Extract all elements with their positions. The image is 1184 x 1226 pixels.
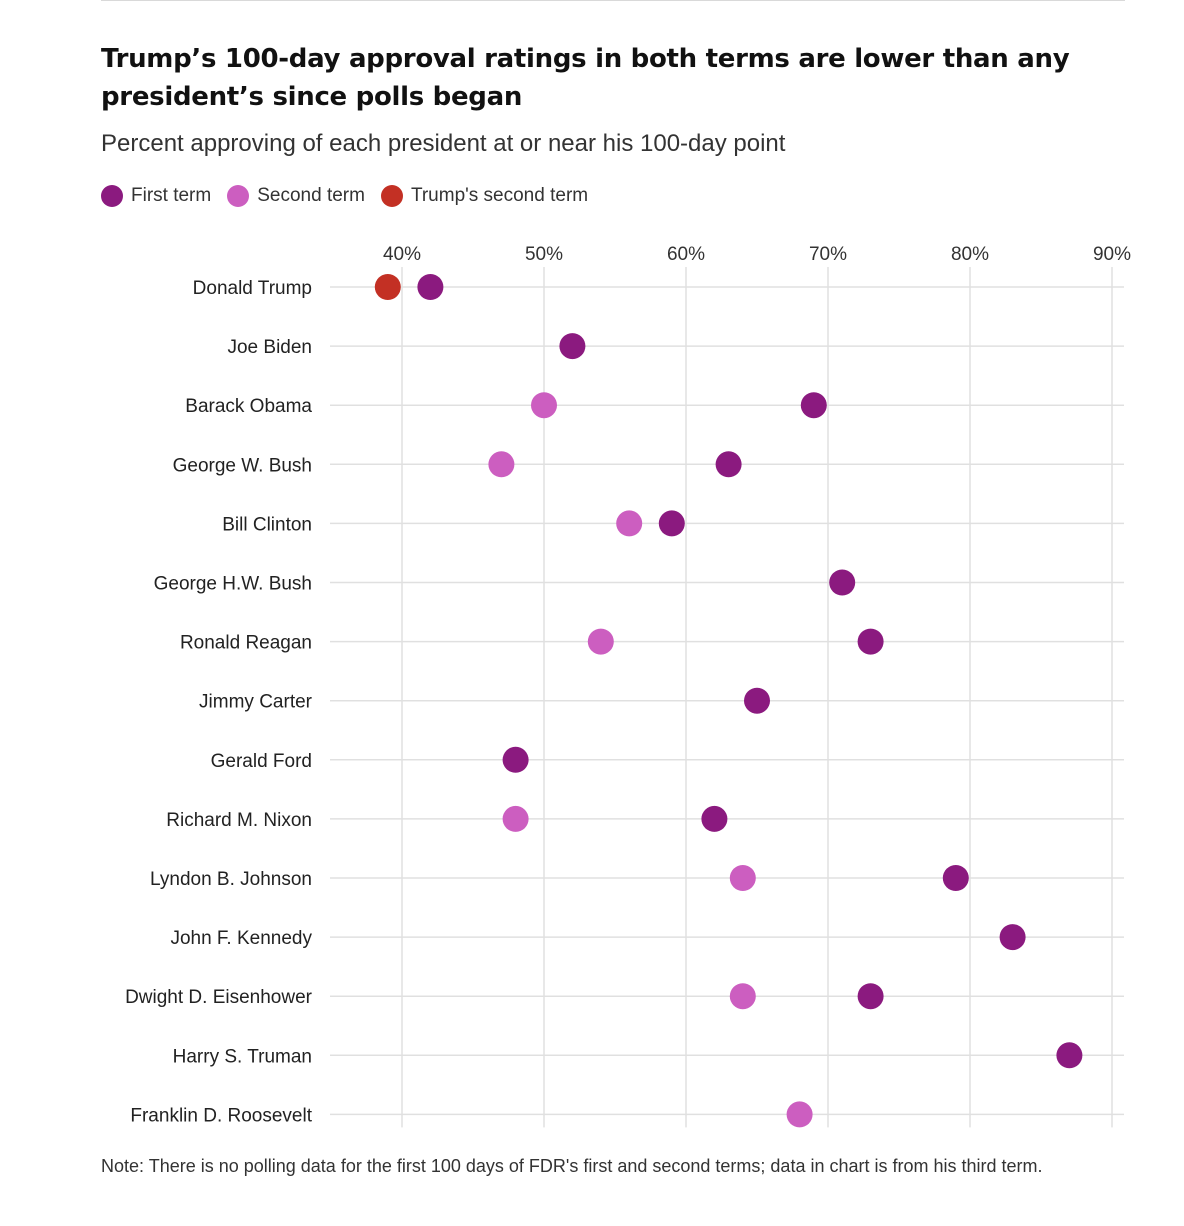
dot-first-term-dwight-d-eisenhower (857, 983, 884, 1010)
row-label-donald-trump: Donald Trump (193, 278, 312, 299)
top-rule (101, 0, 1125, 1)
legend-item-second-term: Second term (227, 185, 365, 207)
legend-item-trump-second-term: Trump's second term (380, 185, 589, 207)
x-tick-label-90: 90% (1093, 244, 1131, 265)
row-label-john-f-kennedy: John F. Kennedy (170, 928, 312, 949)
legend-label-trump-second-term: Trump's second term (410, 185, 589, 206)
dot-first-term-george-h-w-bush (829, 569, 856, 596)
dot-first-term-john-f-kennedy (999, 924, 1026, 951)
dot-first-term-ronald-reagan (857, 628, 884, 655)
legend: First term Second term Trump's second te… (101, 185, 604, 207)
row-label-george-h-w-bush: George H.W. Bush (154, 574, 312, 595)
dot-first-term-harry-s-truman (1056, 1042, 1083, 1069)
dot-first-term-richard-m-nixon (701, 805, 728, 832)
x-tick-label-50: 50% (525, 244, 563, 265)
dot-first-term-george-w-bush (715, 451, 742, 478)
row-label-jimmy-carter: Jimmy Carter (199, 692, 313, 713)
dot-second-term-ronald-reagan (587, 628, 614, 655)
row-label-ronald-reagan: Ronald Reagan (180, 633, 312, 654)
row-label-gerald-ford: Gerald Ford (211, 751, 312, 772)
dot-first-term-donald-trump (417, 274, 444, 300)
dot-second-term-george-w-bush (488, 451, 515, 478)
dot-first-term-jimmy-carter (744, 687, 770, 714)
dot-trump-s-second-term-donald-trump (374, 274, 401, 300)
legend-label-second-term: Second term (257, 185, 365, 206)
dot-plot: 40% 50% 60% 70% 80% 90% Donald Trump Joe Biden B… (125, 244, 1131, 1128)
chart-subtitle: Percent approving of each president at o… (101, 130, 786, 157)
dot-first-term-barack-obama (800, 392, 827, 419)
dot-second-term-lyndon-b-johnson (729, 865, 756, 891)
legend-swatch-second-term (227, 185, 250, 207)
dot-second-term-franklin-d-roosevelt (786, 1101, 813, 1128)
row-label-richard-m-nixon: Richard M. Nixon (166, 810, 312, 831)
x-tick-label-40: 40% (383, 244, 421, 265)
legend-swatch-first-term (101, 185, 123, 207)
dot-second-term-dwight-d-eisenhower (729, 983, 756, 1010)
dot-second-term-bill-clinton (616, 510, 643, 537)
chart-note: Note: There is no polling data for the f… (101, 1156, 1043, 1176)
row-label-joe-biden: Joe Biden (227, 337, 312, 358)
chart-title: Trump’s 100-day approval ratings in both… (101, 44, 1070, 112)
dot-first-term-gerald-ford (502, 746, 529, 773)
row-label-harry-s-truman: Harry S. Truman (173, 1046, 312, 1067)
dot-first-term-joe-biden (559, 333, 586, 360)
x-tick-label-80: 80% (951, 244, 989, 265)
row-label-george-w-bush: George W. Bush (173, 455, 312, 476)
dot-second-term-barack-obama (531, 392, 557, 419)
x-tick-label-70: 70% (809, 244, 847, 265)
dot-second-term-richard-m-nixon (502, 805, 529, 832)
x-tick-label-60: 60% (667, 244, 705, 265)
row-label-franklin-d-roosevelt: Franklin D. Roosevelt (130, 1105, 312, 1126)
row-label-dwight-d-eisenhower: Dwight D. Eisenhower (125, 987, 313, 1008)
row-label-barack-obama: Barack Obama (185, 396, 312, 417)
dot-first-term-lyndon-b-johnson (942, 865, 969, 891)
row-label-lyndon-b-johnson: Lyndon B. Johnson (150, 869, 312, 890)
legend-label-first-term: First term (131, 185, 212, 206)
legend-item-first-term: First term (101, 185, 211, 207)
row-label-bill-clinton: Bill Clinton (222, 514, 312, 535)
dot-first-term-bill-clinton (658, 510, 685, 537)
legend-swatch-trump-second-term (380, 185, 403, 207)
